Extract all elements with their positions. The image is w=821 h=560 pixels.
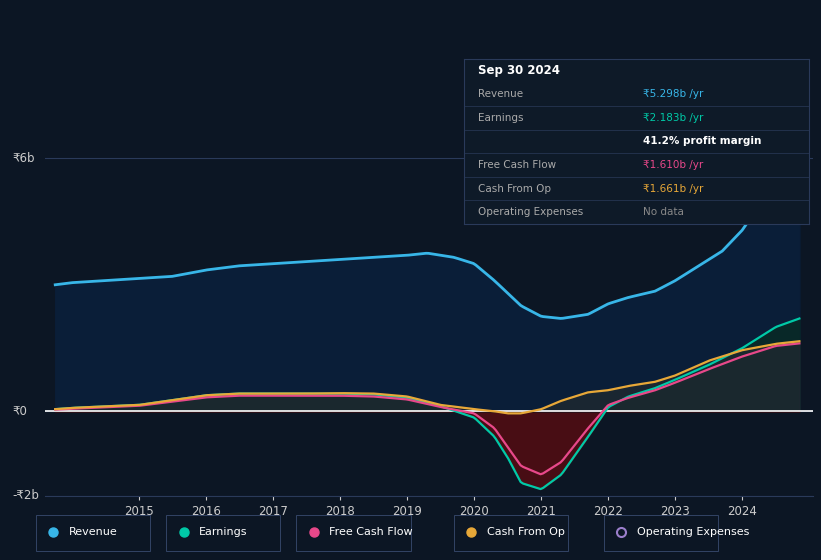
Text: Operating Expenses: Operating Expenses [637,527,749,537]
Text: Earnings: Earnings [478,113,523,123]
Text: Revenue: Revenue [69,527,118,537]
Text: ₹0: ₹0 [12,405,27,418]
Text: ₹5.298b /yr: ₹5.298b /yr [643,89,704,99]
Text: -₹2b: -₹2b [12,489,39,502]
Text: ₹1.661b /yr: ₹1.661b /yr [643,184,704,194]
Text: Cash From Op: Cash From Op [487,527,565,537]
Text: Free Cash Flow: Free Cash Flow [478,160,556,170]
Text: No data: No data [643,207,684,217]
Text: ₹6b: ₹6b [12,152,34,165]
Text: Cash From Op: Cash From Op [478,184,551,194]
Text: 41.2% profit margin: 41.2% profit margin [643,137,762,146]
Text: Revenue: Revenue [478,89,523,99]
Text: Earnings: Earnings [200,527,248,537]
Text: Free Cash Flow: Free Cash Flow [329,527,413,537]
Text: ₹1.610b /yr: ₹1.610b /yr [643,160,704,170]
Text: ₹2.183b /yr: ₹2.183b /yr [643,113,704,123]
Text: Operating Expenses: Operating Expenses [478,207,583,217]
Text: Sep 30 2024: Sep 30 2024 [478,64,560,77]
